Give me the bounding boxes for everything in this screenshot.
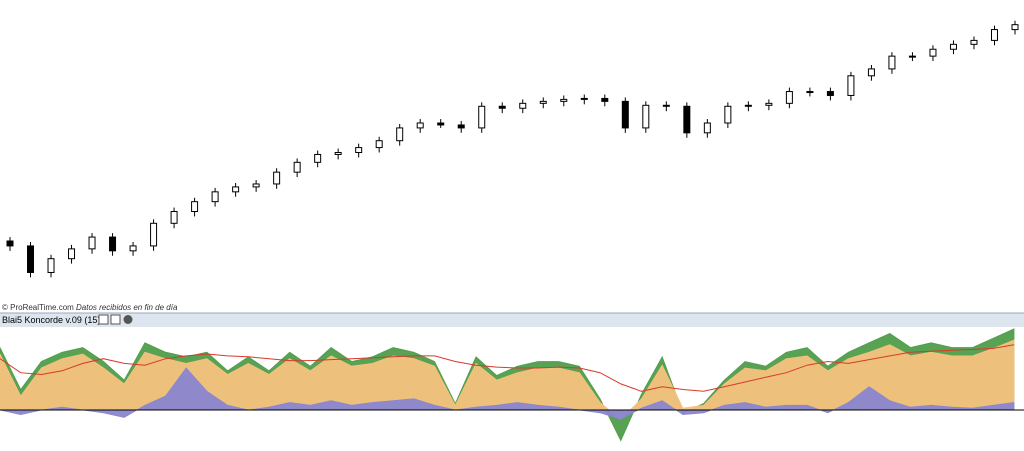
candle-body (539, 100, 547, 104)
candle-body (68, 248, 76, 260)
credit: © ProRealTime.com (2, 303, 74, 312)
close-icon[interactable] (123, 315, 133, 324)
candle-body (765, 102, 773, 106)
candle-body (6, 240, 14, 247)
candle-body (744, 104, 752, 107)
candle-body (150, 222, 158, 247)
candle-body (949, 43, 957, 50)
candle-body (621, 100, 629, 129)
candle-body (416, 122, 424, 129)
candle-body (232, 186, 240, 193)
candle-body (457, 124, 465, 129)
candle-body (806, 91, 814, 94)
candle-body (847, 75, 855, 96)
candle-body (908, 55, 916, 58)
candle-body (355, 147, 363, 153)
maximize-icon[interactable] (110, 314, 121, 325)
candle-body (1011, 24, 1019, 31)
candle-body (88, 236, 96, 250)
candle-body (601, 97, 609, 102)
candle-body (129, 245, 137, 252)
indicator-header (0, 313, 1024, 327)
candle-body (888, 55, 896, 70)
candle-body (191, 201, 199, 213)
candle-body (785, 91, 793, 104)
candle-body (334, 152, 342, 155)
candle-body (27, 245, 35, 273)
indicator-area (0, 367, 1015, 420)
candle-body (396, 127, 404, 142)
candle-body (375, 140, 383, 149)
candle-body (109, 236, 117, 252)
settings-icon[interactable] (98, 314, 109, 325)
candle-body (990, 29, 998, 41)
indicator-title: Blai5 Koncorde v.09 (15) (2, 315, 100, 325)
candle-body (170, 211, 178, 224)
candle-body (498, 105, 506, 109)
candle-body (724, 105, 732, 124)
candle-body (703, 122, 711, 134)
credit-note: Datos recibidos en fin de día (76, 303, 178, 312)
candle-body (293, 161, 301, 173)
indicator-line (0, 344, 1015, 392)
candle-body (683, 105, 691, 134)
candle-body (826, 91, 834, 96)
candle-body (662, 104, 670, 107)
candle-body (314, 153, 322, 163)
candle-body (478, 105, 486, 129)
candle-body (211, 191, 219, 203)
candle-body (642, 104, 650, 129)
candle-body (867, 68, 875, 77)
candle-body (929, 48, 937, 57)
candle-body (252, 183, 260, 188)
candle-body (273, 171, 281, 185)
candle-body (47, 258, 55, 273)
candle-body (580, 97, 588, 100)
candle-body (519, 102, 527, 109)
candle-body (560, 98, 568, 102)
candle-body (970, 39, 978, 45)
candle-body (437, 122, 445, 126)
